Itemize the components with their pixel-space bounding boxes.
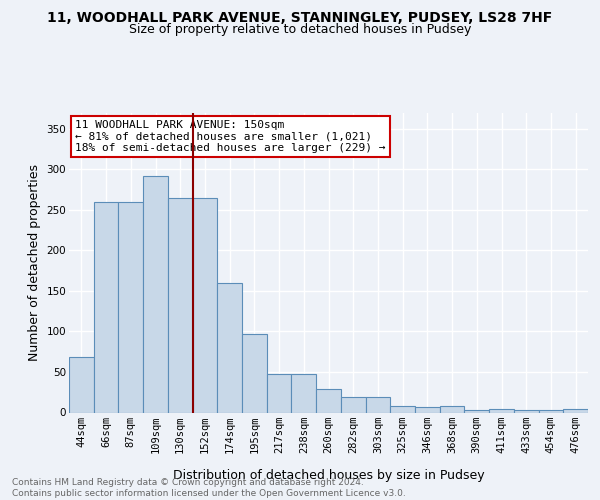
Bar [316, 389, 341, 412]
Bar [267, 374, 292, 412]
Bar [94, 202, 118, 412]
Bar [539, 410, 563, 412]
Text: Distribution of detached houses by size in Pudsey: Distribution of detached houses by size … [173, 470, 485, 482]
Text: Contains HM Land Registry data © Crown copyright and database right 2024.
Contai: Contains HM Land Registry data © Crown c… [12, 478, 406, 498]
Bar [365, 397, 390, 412]
Y-axis label: Number of detached properties: Number of detached properties [28, 164, 41, 361]
Bar [489, 410, 514, 412]
Bar [242, 334, 267, 412]
Text: 11, WOODHALL PARK AVENUE, STANNINGLEY, PUDSEY, LS28 7HF: 11, WOODHALL PARK AVENUE, STANNINGLEY, P… [47, 11, 553, 25]
Bar [168, 198, 193, 412]
Bar [69, 358, 94, 412]
Bar [292, 374, 316, 412]
Text: 11 WOODHALL PARK AVENUE: 150sqm
← 81% of detached houses are smaller (1,021)
18%: 11 WOODHALL PARK AVENUE: 150sqm ← 81% of… [75, 120, 386, 153]
Bar [464, 410, 489, 412]
Text: Size of property relative to detached houses in Pudsey: Size of property relative to detached ho… [129, 22, 471, 36]
Bar [118, 202, 143, 412]
Bar [217, 283, 242, 412]
Bar [415, 407, 440, 412]
Bar [390, 406, 415, 412]
Bar [143, 176, 168, 412]
Bar [514, 410, 539, 412]
Bar [563, 410, 588, 412]
Bar [440, 406, 464, 412]
Bar [193, 198, 217, 412]
Bar [341, 397, 365, 412]
